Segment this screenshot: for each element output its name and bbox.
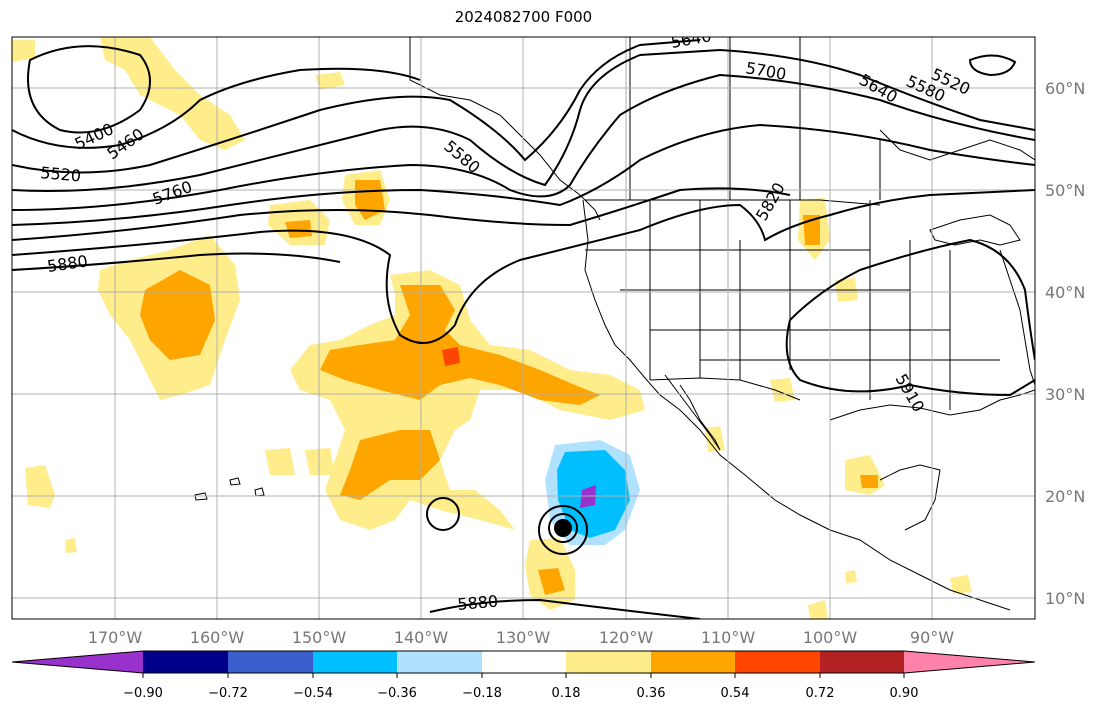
- contour-storm-outer: [538, 505, 588, 555]
- contour-label-5520-left: 5520: [40, 163, 82, 185]
- colorbar-label-8: 0.72: [806, 686, 835, 701]
- contour-5910: [785, 238, 1035, 397]
- shade-east-pacific-core-south: [340, 430, 440, 500]
- map-frame: [11, 36, 1036, 620]
- colorbar-cell-3: [313, 651, 397, 673]
- lat-label-10: 10°N: [1045, 589, 1085, 608]
- latitude-axis: 60°N 50°N 40°N 30°N 20°N 10°N: [1045, 79, 1085, 608]
- shade-alaska-s: [315, 72, 345, 90]
- shade-south-blob-core: [538, 568, 565, 595]
- shade-east-pacific-max: [442, 347, 460, 366]
- colorbar-label-1: −0.72: [208, 686, 248, 701]
- coastlines: [194, 37, 1035, 611]
- colorbar-cell-6: [566, 651, 651, 673]
- lat-label-50: 50°N: [1045, 181, 1085, 200]
- lat-label-40: 40°N: [1045, 283, 1085, 302]
- contour-label-5640-top: 5640: [669, 26, 712, 52]
- states-grid: [585, 200, 1000, 410]
- coast-baja: [664, 374, 721, 451]
- shade-east-pacific-core: [320, 285, 600, 405]
- coast-west-us: [582, 199, 1011, 611]
- contour-label-5880-south: 5880: [457, 592, 499, 614]
- coast-hudson: [879, 129, 1035, 161]
- shade-mexico-gulf-core: [860, 475, 878, 488]
- coast-great-lakes: [929, 214, 1021, 246]
- colorbar-label-4: −0.18: [462, 686, 502, 701]
- shade-hawaii-west: [25, 465, 55, 508]
- gridlines: [12, 37, 1035, 619]
- colorbar-label-2: −0.54: [293, 686, 333, 701]
- longitude-axis: 170°W 160°W 150°W 140°W 130°W 120°W 110°…: [88, 628, 954, 647]
- colorbar-cell-7: [651, 651, 735, 673]
- colorbar-label-7: 0.54: [721, 686, 750, 701]
- lon-label-110w: 110°W: [701, 628, 756, 647]
- shade-nw-corner: [12, 40, 35, 62]
- coast-yucatan: [879, 464, 941, 531]
- colorbar-label-3: −0.36: [377, 686, 417, 701]
- lon-label-130w: 130°W: [496, 628, 551, 647]
- contour-label-5880-left: 5880: [46, 251, 89, 275]
- colorbar-label-9: 0.90: [890, 686, 919, 701]
- shade-hawaii-east: [305, 448, 335, 475]
- shade-pacific-mid-core: [285, 220, 312, 238]
- contour-5520: [12, 39, 701, 174]
- lon-label-160w: 160°W: [190, 628, 245, 647]
- contour-5760: [12, 187, 791, 241]
- colorbar-cell-5: [482, 651, 566, 673]
- colorbar-label-5: 0.18: [552, 686, 581, 701]
- lon-label-150w: 150°W: [292, 628, 347, 647]
- lon-label-90w: 90°W: [910, 628, 954, 647]
- contour-small-loop: [426, 497, 460, 531]
- map-area: 5640 5700 5640 5580 5520 5400 5460 5520 …: [12, 26, 1035, 619]
- colorbar-cell-2: [228, 651, 313, 673]
- contour-ne-loop: [968, 54, 1017, 77]
- shade-hawaii-mid: [265, 448, 295, 475]
- contour-label-5640-right: 5640: [856, 70, 901, 107]
- height-contours: [12, 39, 1035, 619]
- lon-label-100w: 100°W: [803, 628, 858, 647]
- colorbar-cell-9: [820, 651, 904, 673]
- hawaii-islands: [194, 477, 265, 501]
- colorbar-cell-0: [12, 651, 143, 673]
- colorbar-cell-1: [143, 651, 228, 673]
- colorbar: −0.90 −0.72 −0.54 −0.36 −0.18 0.18 0.36 …: [11, 650, 1036, 701]
- colorbar-label-6: 0.36: [637, 686, 666, 701]
- shade-pacific-s3: [845, 570, 857, 583]
- shade-hawaii-dot: [65, 538, 77, 553]
- contour-label-5700: 5700: [744, 58, 787, 84]
- shade-central-am: [950, 575, 972, 594]
- coast-gulf-mexico: [829, 389, 1035, 421]
- contour-5880: [12, 252, 341, 271]
- contour-label-5910: 5910: [892, 371, 929, 416]
- colorbar-cell-8: [735, 651, 820, 673]
- shaded-regions: [12, 37, 972, 619]
- colorbar-cell-10: [904, 651, 1035, 673]
- shade-pacific-s2: [808, 600, 828, 619]
- storm-center-marker: [554, 519, 572, 537]
- lon-label-120w: 120°W: [599, 628, 654, 647]
- contour-5700: [12, 123, 1035, 226]
- coast-east-us: [999, 249, 1035, 386]
- lat-label-60: 60°N: [1045, 79, 1085, 98]
- colorbar-cell-4: [397, 651, 482, 673]
- contour-5880-south: [429, 598, 701, 619]
- lat-label-30: 30°N: [1045, 385, 1085, 404]
- contour-5640: [12, 73, 1035, 211]
- map-title: 2024082700 F000: [454, 8, 593, 26]
- contour-storm-inner: [548, 513, 578, 543]
- contour-5820: [12, 189, 1035, 344]
- contour-5580: [12, 48, 1035, 192]
- lat-label-20: 20°N: [1045, 487, 1085, 506]
- contour-5460: [12, 67, 421, 149]
- contour-label-5820: 5820: [752, 179, 789, 224]
- contour-5400-loop: [27, 45, 151, 134]
- canada-provinces: [629, 37, 881, 200]
- border-canada-us: [585, 199, 881, 206]
- lon-label-170w: 170°W: [88, 628, 143, 647]
- shade-alaska: [100, 37, 245, 150]
- lon-label-140w: 140°W: [394, 628, 449, 647]
- colorbar-label-0: −0.90: [123, 686, 163, 701]
